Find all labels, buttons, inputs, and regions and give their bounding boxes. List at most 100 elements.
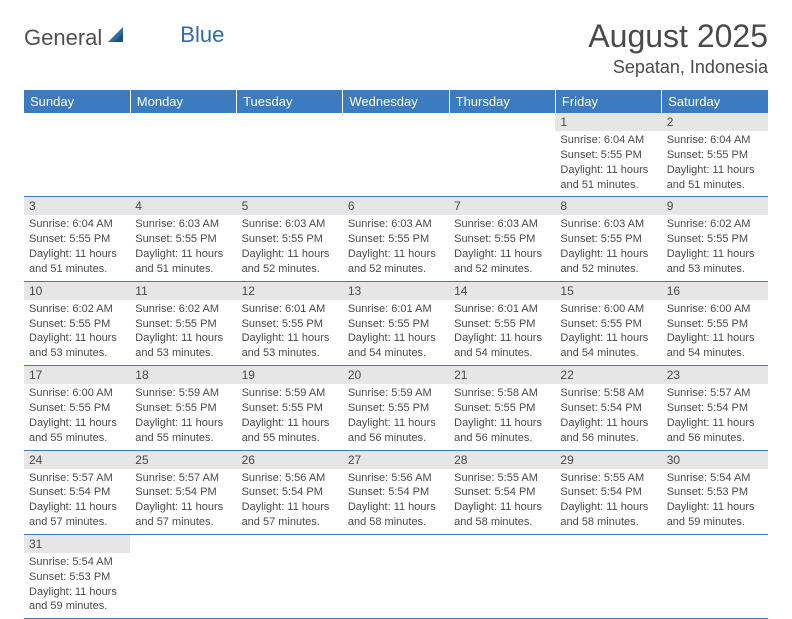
day-number: 13 [343, 282, 449, 300]
day-number: 24 [24, 451, 130, 469]
calendar-body: 1Sunrise: 6:04 AMSunset: 5:55 PMDaylight… [24, 113, 768, 619]
calendar-cell: 12Sunrise: 6:01 AMSunset: 5:55 PMDayligh… [237, 281, 343, 365]
day-details: Sunrise: 5:59 AMSunset: 5:55 PMDaylight:… [343, 384, 449, 449]
calendar-row: 1Sunrise: 6:04 AMSunset: 5:55 PMDaylight… [24, 113, 768, 197]
day-number: 11 [130, 282, 236, 300]
calendar-cell: 7Sunrise: 6:03 AMSunset: 5:55 PMDaylight… [449, 197, 555, 281]
calendar-cell: 3Sunrise: 6:04 AMSunset: 5:55 PMDaylight… [24, 197, 130, 281]
calendar-cell: 16Sunrise: 6:00 AMSunset: 5:55 PMDayligh… [662, 281, 768, 365]
calendar-row: 24Sunrise: 5:57 AMSunset: 5:54 PMDayligh… [24, 450, 768, 534]
calendar-row: 17Sunrise: 6:00 AMSunset: 5:55 PMDayligh… [24, 366, 768, 450]
calendar-cell [662, 534, 768, 618]
calendar-cell: 2Sunrise: 6:04 AMSunset: 5:55 PMDaylight… [662, 113, 768, 197]
calendar-cell: 19Sunrise: 5:59 AMSunset: 5:55 PMDayligh… [237, 366, 343, 450]
day-details: Sunrise: 6:03 AMSunset: 5:55 PMDaylight:… [237, 215, 343, 280]
day-number: 6 [343, 197, 449, 215]
day-details: Sunrise: 5:55 AMSunset: 5:54 PMDaylight:… [555, 469, 661, 534]
day-number: 2 [662, 113, 768, 131]
day-details: Sunrise: 5:57 AMSunset: 5:54 PMDaylight:… [24, 469, 130, 534]
day-number: 29 [555, 451, 661, 469]
day-number: 4 [130, 197, 236, 215]
calendar-cell: 6Sunrise: 6:03 AMSunset: 5:55 PMDaylight… [343, 197, 449, 281]
day-details: Sunrise: 5:56 AMSunset: 5:54 PMDaylight:… [343, 469, 449, 534]
day-number: 18 [130, 366, 236, 384]
day-details: Sunrise: 6:02 AMSunset: 5:55 PMDaylight:… [130, 300, 236, 365]
weekday-header: Friday [555, 90, 661, 113]
day-number: 19 [237, 366, 343, 384]
logo-text-general: General [24, 25, 102, 51]
day-details: Sunrise: 6:00 AMSunset: 5:55 PMDaylight:… [662, 300, 768, 365]
day-number: 31 [24, 535, 130, 553]
calendar-cell [555, 534, 661, 618]
weekday-header: Wednesday [343, 90, 449, 113]
calendar-head: SundayMondayTuesdayWednesdayThursdayFrid… [24, 90, 768, 113]
calendar-cell [343, 534, 449, 618]
calendar-cell: 4Sunrise: 6:03 AMSunset: 5:55 PMDaylight… [130, 197, 236, 281]
calendar-cell: 10Sunrise: 6:02 AMSunset: 5:55 PMDayligh… [24, 281, 130, 365]
day-number: 5 [237, 197, 343, 215]
calendar-cell [449, 534, 555, 618]
day-details: Sunrise: 5:58 AMSunset: 5:54 PMDaylight:… [555, 384, 661, 449]
calendar-cell: 5Sunrise: 6:03 AMSunset: 5:55 PMDaylight… [237, 197, 343, 281]
day-number: 22 [555, 366, 661, 384]
day-details: Sunrise: 6:03 AMSunset: 5:55 PMDaylight:… [555, 215, 661, 280]
calendar-cell: 21Sunrise: 5:58 AMSunset: 5:55 PMDayligh… [449, 366, 555, 450]
day-number: 8 [555, 197, 661, 215]
calendar-cell: 25Sunrise: 5:57 AMSunset: 5:54 PMDayligh… [130, 450, 236, 534]
calendar-cell: 17Sunrise: 6:00 AMSunset: 5:55 PMDayligh… [24, 366, 130, 450]
day-number: 14 [449, 282, 555, 300]
calendar-cell: 29Sunrise: 5:55 AMSunset: 5:54 PMDayligh… [555, 450, 661, 534]
location-label: Sepatan, Indonesia [588, 57, 768, 78]
calendar-table: SundayMondayTuesdayWednesdayThursdayFrid… [24, 90, 768, 619]
day-number: 20 [343, 366, 449, 384]
calendar-cell: 15Sunrise: 6:00 AMSunset: 5:55 PMDayligh… [555, 281, 661, 365]
weekday-header: Tuesday [237, 90, 343, 113]
day-number: 25 [130, 451, 236, 469]
calendar-cell: 22Sunrise: 5:58 AMSunset: 5:54 PMDayligh… [555, 366, 661, 450]
day-number: 3 [24, 197, 130, 215]
day-number: 7 [449, 197, 555, 215]
calendar-row: 3Sunrise: 6:04 AMSunset: 5:55 PMDaylight… [24, 197, 768, 281]
day-details: Sunrise: 6:04 AMSunset: 5:55 PMDaylight:… [555, 131, 661, 196]
calendar-cell: 26Sunrise: 5:56 AMSunset: 5:54 PMDayligh… [237, 450, 343, 534]
day-details: Sunrise: 5:57 AMSunset: 5:54 PMDaylight:… [130, 469, 236, 534]
weekday-header: Thursday [449, 90, 555, 113]
header: General Blue August 2025 Sepatan, Indone… [24, 18, 768, 78]
day-details: Sunrise: 5:59 AMSunset: 5:55 PMDaylight:… [237, 384, 343, 449]
day-details: Sunrise: 5:54 AMSunset: 5:53 PMDaylight:… [24, 553, 130, 618]
day-number: 17 [24, 366, 130, 384]
day-number: 23 [662, 366, 768, 384]
weekday-header: Sunday [24, 90, 130, 113]
calendar-cell [237, 113, 343, 197]
logo-sail-icon [106, 24, 128, 51]
day-details: Sunrise: 6:04 AMSunset: 5:55 PMDaylight:… [24, 215, 130, 280]
calendar-cell [24, 113, 130, 197]
day-details: Sunrise: 6:02 AMSunset: 5:55 PMDaylight:… [24, 300, 130, 365]
calendar-cell [130, 534, 236, 618]
calendar-row: 31Sunrise: 5:54 AMSunset: 5:53 PMDayligh… [24, 534, 768, 618]
day-details: Sunrise: 6:01 AMSunset: 5:55 PMDaylight:… [237, 300, 343, 365]
calendar-cell [343, 113, 449, 197]
weekday-header: Monday [130, 90, 236, 113]
day-details: Sunrise: 5:57 AMSunset: 5:54 PMDaylight:… [662, 384, 768, 449]
day-details: Sunrise: 6:03 AMSunset: 5:55 PMDaylight:… [449, 215, 555, 280]
day-number: 15 [555, 282, 661, 300]
day-details: Sunrise: 6:02 AMSunset: 5:55 PMDaylight:… [662, 215, 768, 280]
calendar-cell: 14Sunrise: 6:01 AMSunset: 5:55 PMDayligh… [449, 281, 555, 365]
logo-text-blue: Blue [180, 22, 224, 48]
day-details: Sunrise: 6:00 AMSunset: 5:55 PMDaylight:… [24, 384, 130, 449]
day-details: Sunrise: 6:03 AMSunset: 5:55 PMDaylight:… [343, 215, 449, 280]
title-block: August 2025 Sepatan, Indonesia [588, 18, 768, 78]
day-details: Sunrise: 5:56 AMSunset: 5:54 PMDaylight:… [237, 469, 343, 534]
calendar-cell: 9Sunrise: 6:02 AMSunset: 5:55 PMDaylight… [662, 197, 768, 281]
calendar-cell: 28Sunrise: 5:55 AMSunset: 5:54 PMDayligh… [449, 450, 555, 534]
day-number: 30 [662, 451, 768, 469]
calendar-cell: 24Sunrise: 5:57 AMSunset: 5:54 PMDayligh… [24, 450, 130, 534]
calendar-cell [237, 534, 343, 618]
day-details: Sunrise: 5:59 AMSunset: 5:55 PMDaylight:… [130, 384, 236, 449]
calendar-cell [130, 113, 236, 197]
day-details: Sunrise: 5:58 AMSunset: 5:55 PMDaylight:… [449, 384, 555, 449]
day-number: 9 [662, 197, 768, 215]
calendar-cell: 13Sunrise: 6:01 AMSunset: 5:55 PMDayligh… [343, 281, 449, 365]
day-number: 1 [555, 113, 661, 131]
